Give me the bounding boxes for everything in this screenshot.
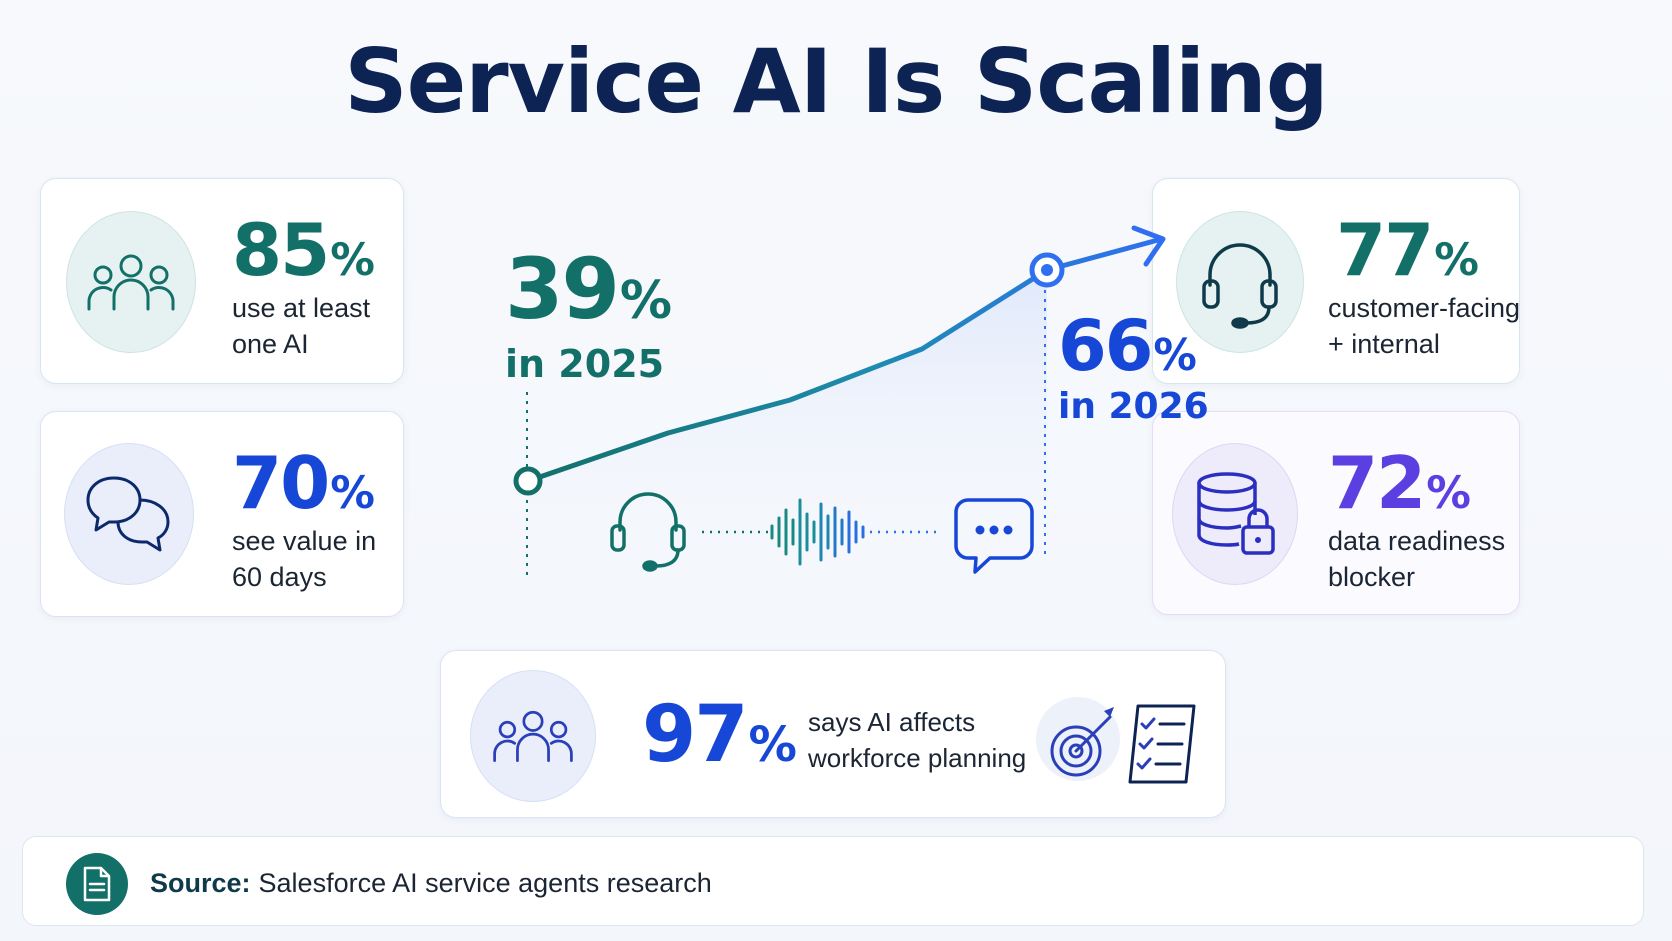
stat-number: 77: [1336, 208, 1434, 292]
end-value: 66%: [1058, 311, 1197, 381]
desc-line: use at least: [232, 293, 371, 323]
desc-line: says AI affects: [808, 707, 976, 737]
stat-description: says AI affects workforce planning: [808, 704, 1026, 776]
stat-value: 97%: [642, 696, 797, 774]
stat-description: use at least one AI: [232, 290, 370, 362]
desc-line: one AI: [232, 329, 309, 359]
start-number: 39: [505, 240, 620, 338]
people-group-icon: [87, 254, 175, 311]
source-icon-circle: [66, 853, 128, 915]
end-year-label: in 2026: [1058, 386, 1209, 427]
stat-icon-circle: [1172, 443, 1298, 585]
desc-line: + internal: [1328, 329, 1440, 359]
growth-area: [528, 270, 1047, 560]
desc-line: 60 days: [232, 562, 327, 592]
chat-bubbles-icon: [86, 476, 170, 552]
stat-value: 70%: [232, 447, 375, 519]
desc-line: see value in: [232, 526, 377, 556]
stat-value: 77%: [1336, 214, 1479, 286]
source-text: Source: Salesforce AI service agents rese…: [150, 868, 712, 899]
chat-dots-icon: [954, 498, 1034, 574]
document-icon: [83, 866, 111, 902]
people-group-icon: [493, 710, 573, 763]
page-title: Service AI Is Scaling: [344, 30, 1329, 133]
database-lock-icon: [1197, 472, 1275, 555]
start-year-label: in 2025: [505, 342, 665, 386]
stat-icon-circle: [470, 670, 596, 802]
stat-unit: %: [330, 467, 375, 519]
headset-icon: [1202, 243, 1278, 329]
start-point: [513, 466, 543, 496]
stat-description: customer-facing + internal: [1328, 290, 1520, 362]
stat-unit: %: [1426, 467, 1471, 519]
stat-number: 72: [1328, 441, 1426, 525]
desc-line: workforce planning: [808, 743, 1027, 773]
waveform-icon: [770, 498, 865, 566]
stat-icon-circle: [1176, 211, 1304, 353]
end-unit: %: [1153, 331, 1197, 381]
checklist-icon: [1128, 704, 1196, 784]
source-bar: [22, 836, 1644, 926]
stat-number: 85: [232, 208, 330, 292]
start-value: 39%: [505, 247, 672, 331]
end-number: 66: [1058, 305, 1153, 387]
stat-value: 72%: [1328, 447, 1471, 519]
small-headset-icon: [610, 492, 686, 572]
growth-line-graphic: [513, 225, 1166, 580]
stat-description: data readiness blocker: [1328, 523, 1505, 595]
source-citation: Salesforce AI service agents research: [258, 868, 712, 898]
stat-unit: %: [330, 234, 375, 286]
arrowhead-icon: [1131, 225, 1166, 267]
source-label: Source:: [150, 868, 251, 898]
target-icon: [1036, 697, 1120, 781]
growth-line: [525, 237, 1161, 484]
stat-icon-circle: [66, 211, 196, 353]
stat-description: see value in 60 days: [232, 523, 376, 595]
stat-number: 70: [232, 441, 330, 525]
desc-line: data readiness: [1328, 526, 1506, 556]
stat-unit: %: [1434, 234, 1479, 286]
stat-icon-circle: [64, 443, 194, 585]
desc-line: blocker: [1328, 562, 1416, 592]
stat-unit: %: [748, 717, 798, 773]
stat-value: 85%: [232, 214, 375, 286]
start-unit: %: [619, 271, 673, 331]
stat-number: 97: [642, 690, 749, 780]
desc-line: customer-facing: [1328, 293, 1521, 323]
